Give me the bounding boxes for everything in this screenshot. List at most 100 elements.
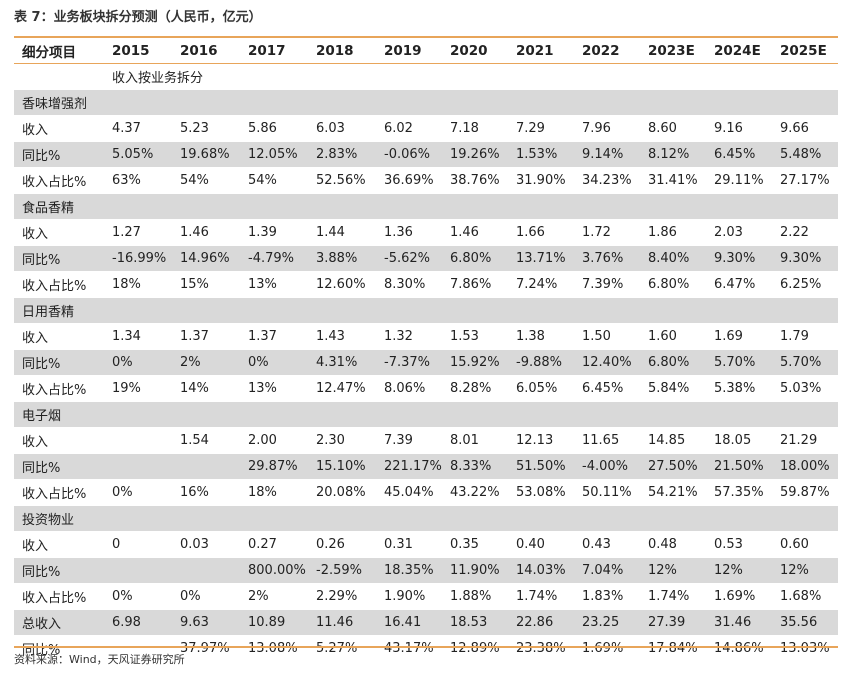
header-rule: [14, 63, 838, 64]
table-cell: 15.92%: [442, 349, 508, 376]
header-year: 2018: [316, 42, 354, 59]
table-cell: 6.25%: [772, 271, 838, 298]
table-cell: 1.60: [640, 323, 706, 350]
table-cell: 3.76%: [574, 245, 640, 272]
table-cell: 52.56%: [308, 167, 376, 194]
table-cell: [104, 453, 172, 480]
table-cell: [104, 635, 172, 661]
header-year: 2017: [248, 42, 286, 59]
section-label: 香味增强剂: [14, 89, 104, 116]
table-row: 同比% 0% 2% 0% 4.31% -7.37% 15.92% -9.88% 12.40% 6.…: [14, 349, 838, 376]
table-cell: 7.39%: [574, 271, 640, 298]
table-cell: 21.50%: [706, 453, 772, 480]
row-label: 收入占比%: [14, 479, 104, 506]
section-row: 香味增强剂: [14, 89, 838, 116]
table-cell: 1.88%: [442, 583, 508, 610]
section-filler: [640, 89, 706, 116]
table-row: 收入 0 0.03 0.27 0.26 0.31 0.35 0.40 0.43 0.48 0.53 0…: [14, 531, 838, 558]
header-label: 细分项目: [22, 44, 76, 61]
table-cell: 0: [104, 531, 172, 558]
table-cell: 51.50%: [508, 453, 574, 480]
table-cell: 1.69%: [574, 635, 640, 661]
table-cell: 12.05%: [240, 141, 308, 168]
table-cell: 1.39: [240, 219, 308, 246]
table-cell: 0.31: [376, 531, 442, 558]
table-cell: 6.80%: [640, 271, 706, 298]
table-cell: [104, 557, 172, 584]
table-cell: [172, 557, 240, 584]
table-cell: [172, 453, 240, 480]
table-cell: 9.63: [172, 609, 240, 636]
table-cell: 19%: [104, 375, 172, 402]
section-filler: [508, 505, 574, 532]
table-cell: 29.11%: [706, 167, 772, 194]
table-cell: 27.39: [640, 609, 706, 636]
table-cell: 1.27: [104, 219, 172, 246]
table-cell: 7.86%: [442, 271, 508, 298]
section-filler: [376, 193, 442, 220]
table-cell: 0.27: [240, 531, 308, 558]
section-filler: [508, 89, 574, 116]
table-cell: -4.00%: [574, 453, 640, 480]
table-cell: 34.23%: [574, 167, 640, 194]
table-cell: 1.90%: [376, 583, 442, 610]
row-label: 收入占比%: [14, 583, 104, 610]
table-cell: 2%: [240, 583, 308, 610]
section-filler: [706, 505, 772, 532]
table-cell: [104, 427, 172, 454]
table-cell: 1.72: [574, 219, 640, 246]
table-row: 收入占比% 63% 54% 54% 52.56% 36.69% 38.76% 31.90% 34…: [14, 167, 838, 194]
section-filler: [574, 193, 640, 220]
section-filler: [574, 89, 640, 116]
section-filler: [640, 401, 706, 428]
row-label: 收入占比%: [14, 375, 104, 402]
section-filler: [308, 401, 376, 428]
table-cell: 57.35%: [706, 479, 772, 506]
section-filler: [706, 89, 772, 116]
table-cell: 13.08%: [240, 635, 308, 661]
table-cell: 9.30%: [706, 245, 772, 272]
table-cell: 31.41%: [640, 167, 706, 194]
table-cell: 1.46: [442, 219, 508, 246]
table-cell: 16%: [172, 479, 240, 506]
table-cell: 5.70%: [772, 349, 838, 376]
table-cell: 2.29%: [308, 583, 376, 610]
table-cell: 2.83%: [308, 141, 376, 168]
section-filler: [640, 297, 706, 324]
table-cell: 5.84%: [640, 375, 706, 402]
table-cell: 36.69%: [376, 167, 442, 194]
table-cell: 19.68%: [172, 141, 240, 168]
table-cell: 1.37: [240, 323, 308, 350]
table-cell: 9.16: [706, 115, 772, 142]
table-cell: 15.10%: [308, 453, 376, 480]
table-cell: 1.69%: [706, 583, 772, 610]
subtitle-spacer: [14, 63, 104, 90]
table-cell: -9.88%: [508, 349, 574, 376]
section-filler: [574, 401, 640, 428]
table-cell: 1.83%: [574, 583, 640, 610]
table-cell: 2.22: [772, 219, 838, 246]
table-cell: 1.69: [706, 323, 772, 350]
table-cell: 53.08%: [508, 479, 574, 506]
section-filler: [308, 193, 376, 220]
table-cell: 0.35: [442, 531, 508, 558]
table-cell: 8.01: [442, 427, 508, 454]
table-cell: 6.45%: [706, 141, 772, 168]
table-cell: 1.43: [308, 323, 376, 350]
table-cell: 2.00: [240, 427, 308, 454]
table-cell: 54%: [240, 167, 308, 194]
table-cell: 800.00%: [240, 557, 308, 584]
table-cell: 27.50%: [640, 453, 706, 480]
table-cell: 5.03%: [772, 375, 838, 402]
table-cell: 1.53%: [508, 141, 574, 168]
section-filler: [706, 401, 772, 428]
table-cell: 2%: [172, 349, 240, 376]
bottom-rule: [14, 646, 838, 648]
table-cell: 20.08%: [308, 479, 376, 506]
table-cell: 12%: [772, 557, 838, 584]
table-row: 收入 1.54 2.00 2.30 7.39 8.01 12.13 11.65 14.85 18.…: [14, 427, 838, 454]
table-cell: 14.03%: [508, 557, 574, 584]
table-cell: 1.44: [308, 219, 376, 246]
table-cell: 1.86: [640, 219, 706, 246]
table-cell: 6.47%: [706, 271, 772, 298]
